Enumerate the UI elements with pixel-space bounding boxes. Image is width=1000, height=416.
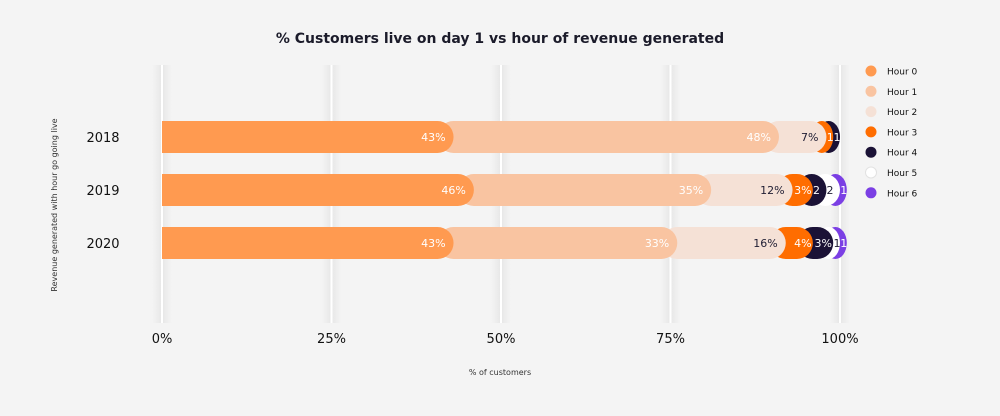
bar-segment bbox=[437, 227, 678, 259]
bar-segment-shape bbox=[437, 121, 779, 153]
legend-label: Hour 1 bbox=[887, 88, 917, 98]
bar-value-label: 33% bbox=[645, 237, 669, 250]
legend-item: Hour 6 bbox=[865, 187, 918, 199]
bar-segment-square-end bbox=[162, 227, 178, 259]
bar-row: 46% 35% 12% 3% 2 2 1 bbox=[162, 174, 847, 206]
bar-segment-shape bbox=[762, 121, 827, 153]
legend: Hour 0 Hour 1 Hour 2 Hour 3 Hour 4 Hour 5 Hour… bbox=[865, 65, 918, 199]
legend-swatch bbox=[865, 126, 877, 138]
chart-text: % Customers live on day 1 vs hour of rev… bbox=[50, 31, 724, 377]
legend-item: Hour 1 bbox=[865, 85, 917, 98]
bar-segment-square-end bbox=[162, 174, 178, 206]
bars: 43% 48% 7% 1 146% 35% 12% 3% 2 2 143% 33% 16% 4% 3% 1 1 bbox=[162, 121, 847, 259]
x-tick-label: 0% bbox=[152, 332, 173, 347]
legend-label: Hour 2 bbox=[887, 108, 917, 118]
bar-value-label: 1 bbox=[840, 237, 847, 250]
bar-value-label: 1 bbox=[840, 184, 847, 197]
bar-segment bbox=[162, 227, 454, 259]
bar-value-label: 12% bbox=[760, 184, 784, 197]
bar-segment bbox=[695, 174, 793, 206]
category-label: 2019 bbox=[86, 184, 119, 199]
bar-value-label: 43% bbox=[421, 237, 445, 250]
x-axis-ticks: 0% 25% 50% 75% 100% bbox=[152, 332, 859, 347]
bar-row: 43% 33% 16% 4% 3% 1 1 bbox=[162, 227, 847, 259]
bar-segment-shape bbox=[437, 227, 678, 259]
legend-swatch bbox=[865, 106, 877, 118]
legend-item: Hour 2 bbox=[865, 106, 917, 118]
bar-value-label: 43% bbox=[421, 131, 445, 144]
bar-segment-shape bbox=[162, 174, 474, 206]
bar-value-label: 16% bbox=[753, 237, 777, 250]
bar-segment-shape bbox=[162, 121, 454, 153]
legend-label: Hour 3 bbox=[887, 128, 917, 138]
legend-swatch bbox=[865, 65, 877, 77]
chart-title: % Customers live on day 1 vs hour of rev… bbox=[276, 31, 724, 47]
category-label: 2020 bbox=[86, 237, 119, 252]
bar-value-label: 2 bbox=[827, 184, 834, 197]
bar-segment-shape bbox=[162, 227, 454, 259]
legend-swatch bbox=[865, 187, 877, 199]
bar-segment bbox=[437, 121, 779, 153]
bar-value-label: 4% bbox=[794, 237, 811, 250]
bar-value-label: 7% bbox=[801, 131, 818, 144]
x-tick-label: 50% bbox=[487, 332, 516, 347]
bar-segment bbox=[162, 121, 454, 153]
y-axis-categories: 2018 2019 2020 bbox=[86, 131, 119, 252]
bar-value-label: 1 bbox=[834, 131, 841, 144]
bar-value-label: 2 bbox=[813, 184, 820, 197]
bar-segment-square-end bbox=[162, 121, 178, 153]
bar-segment-shape bbox=[661, 227, 786, 259]
legend-label: Hour 4 bbox=[887, 149, 918, 159]
x-tick-label: 100% bbox=[821, 332, 858, 347]
bar-value-label: 1 bbox=[834, 237, 841, 250]
bar-value-label: 3% bbox=[794, 184, 811, 197]
legend-item: Hour 0 bbox=[865, 65, 918, 78]
x-axis-label: % of customers bbox=[469, 368, 531, 377]
bar-value-label: 1 bbox=[827, 131, 834, 144]
category-label: 2018 bbox=[86, 131, 119, 146]
bar-segment-shape bbox=[457, 174, 712, 206]
legend-swatch bbox=[865, 146, 877, 158]
bar-value-label: 46% bbox=[441, 184, 465, 197]
bar-value-label: 48% bbox=[747, 131, 771, 144]
bar-value-label: 3% bbox=[814, 237, 831, 250]
x-tick-label: 75% bbox=[656, 332, 685, 347]
bar-segment-shape bbox=[695, 174, 793, 206]
bar-segment bbox=[762, 121, 827, 153]
bar-segment bbox=[661, 227, 786, 259]
legend-swatch bbox=[865, 85, 877, 97]
bar-segment bbox=[162, 174, 474, 206]
legend-item: Hour 5 bbox=[865, 166, 917, 179]
bar-segment bbox=[457, 174, 712, 206]
bar-value-label: 35% bbox=[679, 184, 703, 197]
legend-swatch bbox=[865, 166, 877, 179]
x-tick-label: 25% bbox=[317, 332, 346, 347]
legend-item: Hour 3 bbox=[865, 126, 917, 138]
legend-label: Hour 6 bbox=[887, 189, 918, 199]
bar-row: 43% 48% 7% 1 1 bbox=[162, 121, 841, 153]
legend-label: Hour 0 bbox=[887, 68, 918, 78]
y-axis-label: Revenue generated with hour go going liv… bbox=[50, 118, 59, 291]
legend-item: Hour 4 bbox=[865, 146, 918, 159]
legend-label: Hour 5 bbox=[887, 169, 917, 179]
